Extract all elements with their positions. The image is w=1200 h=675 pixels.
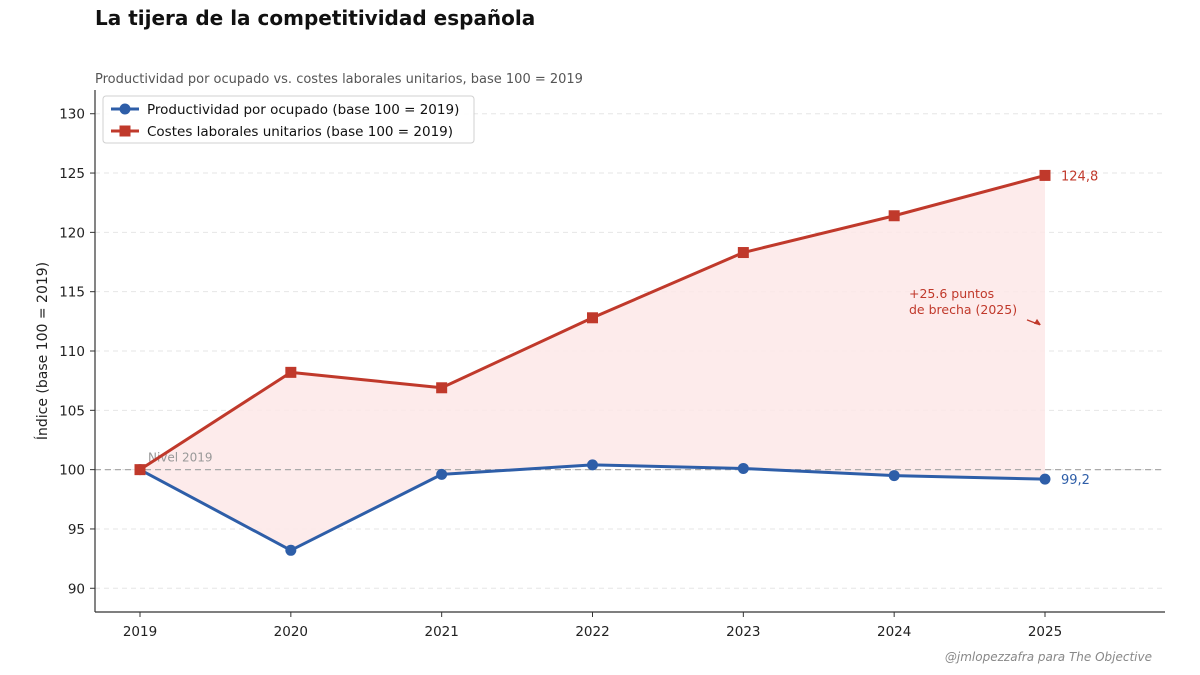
x-tick-label: 2024 [877,624,911,640]
productividad-point [285,544,297,556]
y-axis-label: Índice (base 100 = 2019) [34,262,51,440]
productividad-point [1039,473,1051,485]
costes-point [737,247,749,259]
x-tick-label: 2019 [123,624,157,640]
y-tick-label: 95 [68,522,85,538]
x-tick-label: 2025 [1028,624,1062,640]
costes-point [587,312,598,324]
legend-marker-square [119,125,131,137]
annotation-text-line2: de brecha (2025) [909,302,1017,317]
annotation-arrowhead [1034,318,1041,325]
productividad-point [737,462,749,474]
legend-box [102,95,475,144]
y-tick-label: 120 [59,225,85,241]
legend-label-productividad: Productividad por ocupado (base 100 = 20… [147,102,459,118]
y-tick-label: 90 [68,581,85,597]
productividad-point [436,468,448,480]
legend-marker-circle [119,103,131,115]
x-tick-label: 2022 [575,624,609,640]
y-tick-label: 105 [59,403,85,419]
legend-label-costes: Costes laborales unitarios (base 100 = 2… [147,124,453,140]
annotation-text-line1: +25.6 puntos [909,286,994,301]
costes-point [436,382,448,394]
costes-point [1039,169,1051,181]
y-tick-label: 110 [59,344,85,360]
costes-point [134,464,146,476]
y-tick-label: 115 [59,285,85,301]
gap-fill-area [140,175,1045,551]
y-tick-label: 100 [59,463,85,479]
costes-point [285,366,297,378]
x-tick-label: 2020 [274,624,308,640]
chart-subtitle: Productividad por ocupado vs. costes lab… [95,72,583,87]
chart-title: La tijera de la competitividad española [95,6,536,30]
y-tick-label: 130 [59,107,85,123]
credit-text: @jmlopezzafra para The Objective [944,650,1152,664]
x-tick-label: 2021 [424,624,458,640]
costes-point [888,210,900,222]
y-tick-label: 125 [59,166,85,182]
productividad-end-label: 99,2 [1061,473,1090,488]
x-tick-label: 2023 [726,624,760,640]
costes-end-label: 124,8 [1061,169,1098,184]
productividad-point [587,459,598,471]
productividad-point [888,470,900,482]
